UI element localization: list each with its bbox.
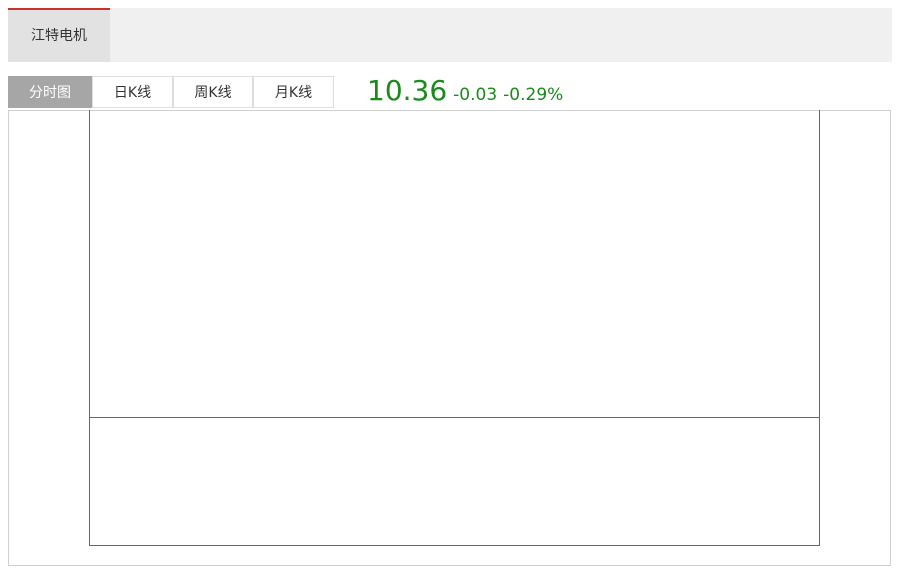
tab-button[interactable]: 月K线	[253, 76, 334, 108]
chart-frame	[8, 110, 891, 566]
quote: 10.36 -0.03 -0.29%	[367, 74, 563, 107]
stock-tab[interactable]: 江特电机	[8, 8, 110, 62]
price: 10.36	[367, 74, 448, 107]
change: -0.03	[453, 85, 498, 105]
tab-bar: 江特电机	[8, 8, 892, 62]
tab-button[interactable]: 日K线	[92, 76, 173, 108]
tab-button[interactable]: 分时图	[8, 76, 92, 108]
change-pct: -0.29%	[503, 85, 564, 105]
tab-button[interactable]: 周K线	[173, 76, 253, 108]
